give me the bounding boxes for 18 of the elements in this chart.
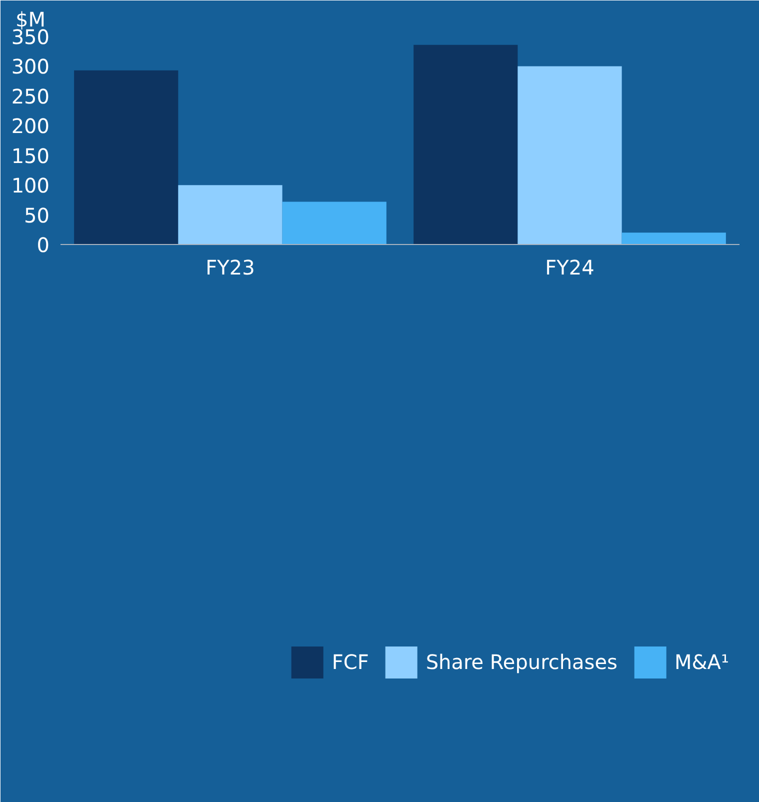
y-tick-label: 100 — [11, 174, 50, 198]
bar — [622, 232, 726, 244]
y-tick-label: 300 — [11, 54, 50, 79]
y-tick-label: 250 — [11, 84, 50, 108]
bar — [178, 185, 282, 244]
bar — [74, 70, 178, 244]
y-tick-label: 200 — [11, 114, 50, 138]
bar — [518, 66, 622, 244]
x-tick-label: FY24 — [545, 256, 594, 280]
y-tick-label: 150 — [11, 144, 50, 168]
legend-label: Share Repurchases — [426, 650, 618, 674]
y-tick-label: 0 — [36, 233, 50, 257]
y-tick-label: 50 — [24, 203, 50, 228]
bar — [414, 44, 518, 244]
legend-label: M&A¹ — [674, 650, 729, 674]
x-tick-label: FY23 — [206, 256, 255, 280]
legend-label: FCF — [332, 650, 369, 674]
bar — [282, 202, 386, 244]
